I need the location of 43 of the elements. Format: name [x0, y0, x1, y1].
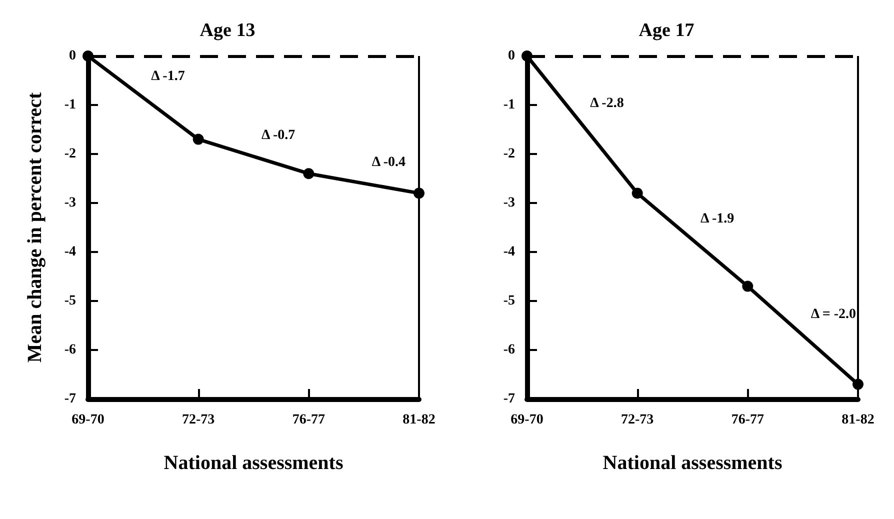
x-tick-label: 69-70	[510, 412, 544, 428]
x-tick-label: 76-77	[292, 412, 326, 428]
point	[82, 50, 94, 62]
x-tick-label: 76-77	[731, 412, 764, 428]
point	[303, 168, 314, 180]
x-tick-label: 72-73	[182, 412, 215, 428]
point	[414, 188, 424, 199]
y-tick-label: -1	[64, 98, 76, 112]
x-tick-label: 69-70	[72, 412, 104, 428]
annotation: Δ = -2.0	[810, 306, 856, 322]
x-axis-title: National assessments	[602, 452, 782, 474]
y-tick-label: -3	[64, 196, 76, 210]
x-tick-label: 72-73	[620, 412, 654, 428]
y-tick-label: -4	[503, 244, 515, 260]
y-tick-label: -6	[503, 342, 515, 358]
x-tick-label: 81-82	[842, 412, 874, 428]
y-tick-label: -3	[503, 196, 515, 210]
y-tick-label: 0	[69, 48, 76, 64]
annotation: Δ -1.7	[151, 69, 185, 84]
point	[192, 134, 204, 145]
y-tick-label: 0	[508, 48, 515, 64]
y-tick-label: -2	[503, 146, 515, 162]
y-tick-label: -1	[503, 98, 515, 112]
y-tick-label: -7	[503, 392, 515, 406]
y-tick-label: -2	[64, 146, 76, 162]
y-tick-label: -4	[64, 244, 76, 260]
y-tick-label: -5	[64, 294, 76, 308]
y-axis-title: Mean change in percent correct	[24, 92, 46, 363]
annotation: Δ -1.9	[700, 211, 734, 226]
x-axis-title: National assessments	[164, 452, 344, 474]
point	[632, 188, 643, 199]
y-tick-label: -6	[64, 342, 76, 358]
annotation: Δ -0.4	[372, 154, 406, 170]
point	[852, 378, 864, 390]
annotation: Δ -2.8	[590, 96, 624, 112]
y-tick-label: -5	[503, 294, 515, 308]
annotation: Δ -0.7	[262, 128, 296, 143]
point	[522, 50, 532, 62]
x-tick-label: 81-82	[402, 412, 436, 428]
y-tick-label: -7	[64, 392, 76, 406]
chart-title: Age 17	[638, 20, 695, 41]
chart-title: Age 13	[200, 20, 256, 41]
point	[742, 280, 754, 292]
